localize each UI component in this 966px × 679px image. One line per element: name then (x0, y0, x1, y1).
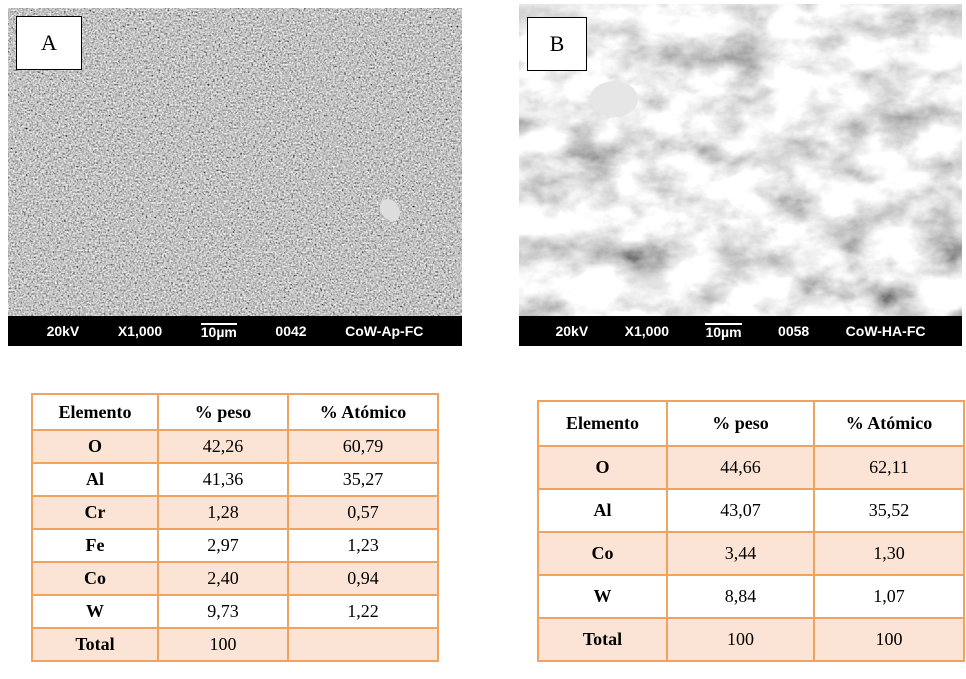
info-text: 20kV (555, 323, 588, 339)
table-cell: 0,94 (288, 562, 438, 595)
info-text: CoW-HA-FC (846, 323, 926, 339)
table-cell: 9,73 (158, 595, 288, 628)
table-cell: Co (32, 562, 158, 595)
table-cell: 1,30 (814, 532, 964, 575)
table-cell: W (538, 575, 667, 618)
table-cell: Al (538, 489, 667, 532)
info-text: X1,000 (625, 323, 669, 339)
table-cell: 62,11 (814, 446, 964, 489)
table-cell: 100 (814, 618, 964, 661)
info-text: 0058 (778, 323, 809, 339)
table-cell: 2,40 (158, 562, 288, 595)
table-cell: 100 (158, 628, 288, 661)
table-cell: 100 (667, 618, 814, 661)
table-cell: 35,27 (288, 463, 438, 496)
info-bar: 20kV X1,000 10µm 0042 CoW-Ap-FC (8, 316, 462, 346)
info-text: CoW-Ap-FC (345, 323, 423, 339)
table-cell: O (538, 446, 667, 489)
panel-label: A (16, 16, 82, 70)
table-cell: 2,97 (158, 529, 288, 562)
info-text: 20kV (47, 323, 80, 339)
info-bar: 20kV X1,000 10µm 0058 CoW-HA-FC (519, 316, 962, 346)
table-cell: Cr (32, 496, 158, 529)
table-cell: 1,23 (288, 529, 438, 562)
empty-cell (288, 628, 438, 661)
header-cell: % peso (158, 394, 288, 430)
table-cell: 0,57 (288, 496, 438, 529)
header-cell: Elemento (538, 401, 667, 446)
info-text: 10µm (201, 323, 237, 339)
table-cell: 43,07 (667, 489, 814, 532)
table-cell: 42,26 (158, 430, 288, 463)
info-text: 10µm (705, 323, 741, 339)
header-row: Elemento% peso% Atómico (32, 394, 438, 430)
header-cell: % Atómico (288, 394, 438, 430)
table-cell: Fe (32, 529, 158, 562)
table-cell: O (32, 430, 158, 463)
table-cell: 1,28 (158, 496, 288, 529)
page: {"panels": [ {"label": "A", "info": ["20… (0, 0, 966, 679)
table-cell: 1,22 (288, 595, 438, 628)
panel-label: B (527, 17, 587, 71)
table-cell: W (32, 595, 158, 628)
info-text: X1,000 (118, 323, 162, 339)
table-cell: Total (538, 618, 667, 661)
sem-image: A 20kV X1,000 10µm 0042 CoW-Ap-FC (8, 8, 462, 346)
table-cell: 1,07 (814, 575, 964, 618)
table-cell: Co (538, 532, 667, 575)
sem-image: B 20kV X1,000 10µm 0058 CoW-HA-FC (519, 4, 962, 346)
table-cell: Total (32, 628, 158, 661)
header-cell: % Atómico (814, 401, 964, 446)
table-cell: 3,44 (667, 532, 814, 575)
table-cell: 44,66 (667, 446, 814, 489)
table-cell: 41,36 (158, 463, 288, 496)
header-row: Elemento% peso% Atómico (538, 401, 964, 446)
table-cell: 8,84 (667, 575, 814, 618)
header-cell: % peso (667, 401, 814, 446)
info-text: 0042 (275, 323, 306, 339)
table-cell: 60,79 (288, 430, 438, 463)
header-cell: Elemento (32, 394, 158, 430)
table-cell: 35,52 (814, 489, 964, 532)
table-cell: Al (32, 463, 158, 496)
